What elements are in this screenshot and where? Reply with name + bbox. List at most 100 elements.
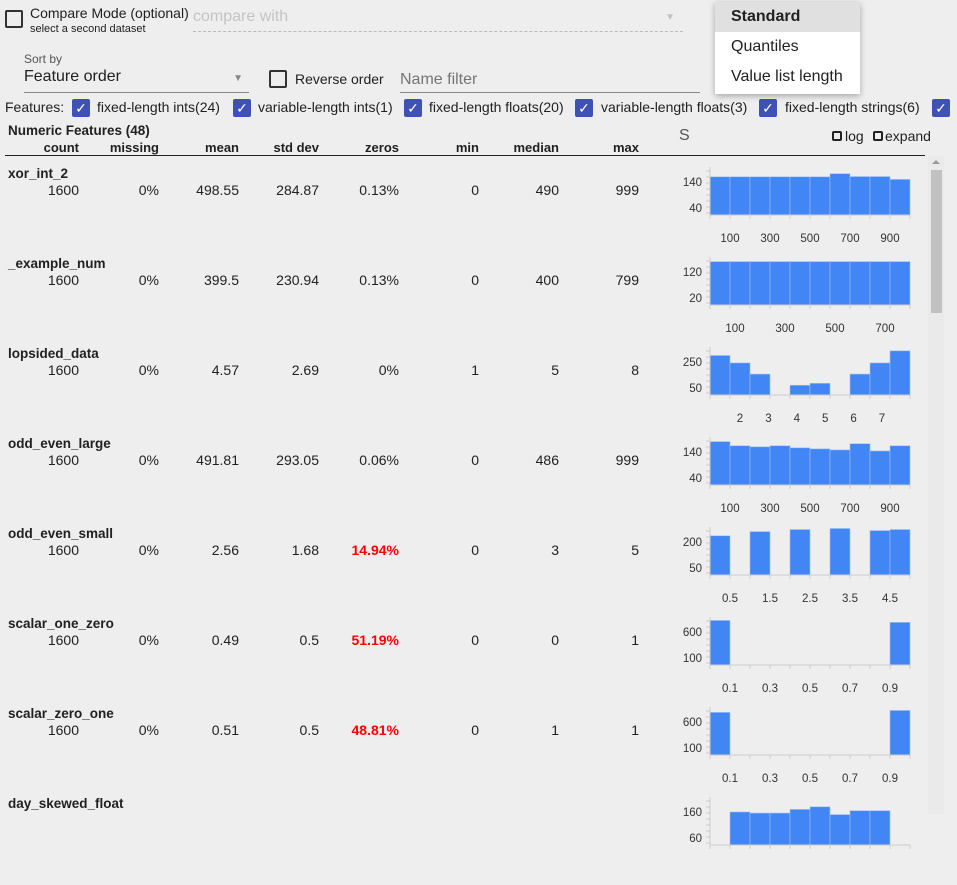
histogram-bar[interactable] [789, 529, 811, 576]
histogram-bar[interactable] [789, 809, 811, 846]
feature-checkbox[interactable]: ✓ [932, 99, 950, 117]
histogram-bar[interactable] [729, 261, 751, 306]
chart-type-header[interactable]: S [679, 127, 690, 144]
histogram-bar[interactable] [709, 620, 731, 666]
histogram-bar[interactable] [869, 810, 891, 846]
feature-checkbox[interactable]: ✓ [575, 99, 593, 117]
stat-missing: 0% [138, 722, 159, 738]
histogram-bar[interactable] [789, 176, 811, 216]
histogram-bar[interactable] [709, 176, 731, 216]
histogram-bar[interactable] [809, 176, 831, 216]
histogram-bar[interactable] [849, 261, 871, 306]
histogram-bar[interactable] [869, 362, 891, 396]
histogram-bar[interactable] [809, 383, 831, 396]
histogram-bar[interactable] [769, 176, 791, 216]
y-tick-label: 160 [683, 807, 702, 819]
column-header[interactable]: max [612, 140, 639, 155]
stat-min: 1 [471, 362, 479, 378]
expand-checkbox[interactable] [873, 131, 883, 141]
histogram-bar[interactable] [709, 261, 731, 306]
histogram-bar[interactable] [849, 373, 871, 396]
y-tick-label: 40 [689, 203, 702, 215]
histogram-bar[interactable] [709, 712, 731, 756]
x-tick-label: 1.5 [762, 593, 778, 605]
column-header[interactable]: median [513, 140, 559, 155]
scroll-up-icon[interactable] [932, 160, 940, 164]
column-header[interactable]: zeros [365, 140, 399, 155]
compare-with-select[interactable]: compare with ▼ [193, 8, 683, 32]
histogram-bar[interactable] [729, 811, 751, 846]
histogram-bar[interactable] [829, 814, 851, 846]
histogram-bar[interactable] [769, 445, 791, 486]
histogram-bar[interactable] [789, 384, 811, 396]
feature-checkbox[interactable]: ✓ [233, 99, 251, 117]
stat-std-dev: 284.87 [276, 182, 319, 198]
name-filter-input[interactable] [400, 67, 700, 93]
feature-checkbox[interactable]: ✓ [72, 99, 90, 117]
histogram-bar[interactable] [749, 176, 771, 216]
stat-zeros: 0.13% [359, 272, 399, 288]
log-checkbox[interactable] [832, 131, 842, 141]
histogram-bar[interactable] [729, 176, 751, 216]
histogram-bar[interactable] [769, 812, 791, 846]
column-header[interactable]: std dev [273, 140, 319, 155]
histogram-bar[interactable] [749, 812, 771, 846]
histogram-bar[interactable] [729, 362, 751, 396]
sort-by-select[interactable]: Feature order ▼ [24, 68, 249, 93]
histogram-bar[interactable] [849, 176, 871, 216]
histogram-bar[interactable] [889, 261, 911, 306]
histogram-bar[interactable] [869, 450, 891, 486]
menu-item-value-list-length[interactable]: Value list length [731, 68, 843, 85]
histogram-bar[interactable] [869, 261, 891, 306]
feature-checkbox[interactable]: ✓ [404, 99, 422, 117]
histogram-bar[interactable] [889, 350, 911, 396]
compare-mode-checkbox[interactable] [5, 10, 23, 28]
histogram-bar[interactable] [709, 355, 731, 396]
x-tick-label: 100 [725, 323, 744, 335]
menu-item-standard[interactable]: Standard [715, 2, 860, 32]
histogram-bar[interactable] [709, 535, 731, 576]
column-header[interactable]: min [455, 140, 479, 155]
column-header[interactable]: missing [109, 140, 159, 155]
expand-label: expand [885, 128, 931, 144]
scrollbar[interactable] [928, 156, 944, 814]
reverse-order-checkbox[interactable] [269, 70, 287, 88]
x-tick-label: 0.9 [882, 683, 898, 695]
histogram-bar[interactable] [849, 443, 871, 486]
histogram-bar[interactable] [749, 373, 771, 396]
histogram-bar[interactable] [889, 622, 911, 666]
histogram-bar[interactable] [829, 173, 851, 216]
stat-max: 1 [631, 722, 639, 738]
histogram-bar[interactable] [869, 176, 891, 216]
histogram-bar[interactable] [749, 531, 771, 576]
histogram-bar[interactable] [849, 810, 871, 846]
histogram-bar[interactable] [829, 261, 851, 306]
histogram-bar[interactable] [889, 445, 911, 486]
histogram-bar[interactable] [709, 441, 731, 486]
histogram-bar[interactable] [769, 261, 791, 306]
histogram-bar[interactable] [749, 446, 771, 486]
x-tick-label: 0.5 [722, 593, 738, 605]
histogram-bar[interactable] [889, 529, 911, 576]
stat-count: 1600 [47, 272, 79, 288]
histogram-bar[interactable] [809, 806, 831, 846]
histogram-bar[interactable] [869, 530, 891, 576]
histogram-bar[interactable] [809, 261, 831, 306]
histogram-bar[interactable] [829, 528, 851, 576]
histogram-bar[interactable] [889, 710, 911, 756]
histogram-bar[interactable] [789, 447, 811, 486]
histogram-bar[interactable] [889, 179, 911, 216]
stat-min: 0 [471, 722, 479, 738]
histogram-bar[interactable] [789, 261, 811, 306]
column-header[interactable]: mean [205, 140, 239, 155]
stat-mean: 498.55 [196, 182, 239, 198]
column-header[interactable]: count [43, 140, 79, 155]
histogram-bar[interactable] [809, 448, 831, 486]
feature-checkbox[interactable]: ✓ [759, 99, 777, 117]
histogram-bar[interactable] [749, 261, 771, 306]
histogram-bar[interactable] [729, 445, 751, 486]
scrollbar-thumb[interactable] [931, 170, 942, 313]
stat-missing: 0% [138, 542, 159, 558]
menu-item-quantiles[interactable]: Quantiles [731, 38, 799, 55]
histogram-bar[interactable] [829, 449, 851, 486]
